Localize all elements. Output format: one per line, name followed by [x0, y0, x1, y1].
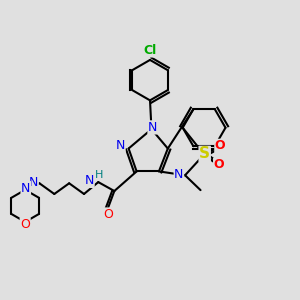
- Text: O: O: [215, 139, 226, 152]
- Text: O: O: [103, 208, 113, 221]
- Text: N: N: [148, 121, 158, 134]
- Text: O: O: [20, 218, 30, 231]
- Text: N: N: [116, 139, 125, 152]
- Text: H: H: [95, 170, 104, 180]
- Text: Cl: Cl: [143, 44, 157, 57]
- Text: N: N: [21, 182, 30, 194]
- Text: N: N: [29, 176, 38, 189]
- Text: S: S: [199, 146, 210, 161]
- Text: N: N: [85, 174, 94, 188]
- Text: N: N: [174, 168, 184, 181]
- Text: O: O: [214, 158, 224, 171]
